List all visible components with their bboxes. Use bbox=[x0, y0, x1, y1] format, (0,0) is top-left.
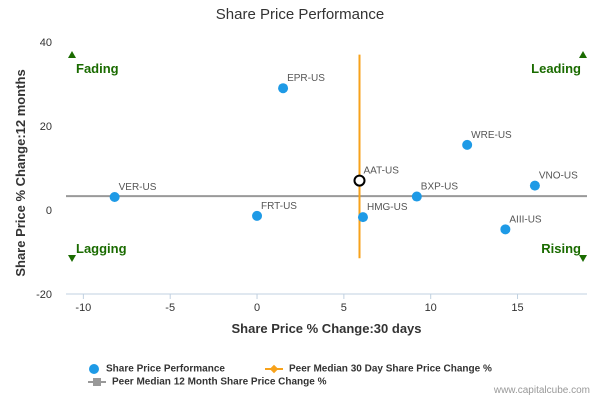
point-label: WRE-US bbox=[471, 130, 512, 141]
x-tick-label: 0 bbox=[254, 302, 260, 314]
quadrant-label-fading: Fading bbox=[76, 61, 119, 76]
point-label: FRT-US bbox=[261, 201, 297, 212]
x-axis-title: Share Price % Change:30 days bbox=[231, 321, 421, 336]
data-point bbox=[529, 180, 540, 191]
legend-label: Peer Median 12 Month Share Price Change … bbox=[112, 376, 327, 388]
y-tick-label: -20 bbox=[36, 289, 52, 301]
x-tick-label: 10 bbox=[425, 302, 437, 314]
legend-item-performance[interactable]: Share Price Performance bbox=[88, 363, 225, 375]
data-point bbox=[252, 210, 263, 221]
y-axis-title: Share Price % Change:12 months bbox=[13, 69, 28, 276]
quadrant-label-leading: Leading bbox=[531, 61, 581, 76]
y-tick-label: 40 bbox=[40, 37, 52, 49]
legend-gray-line-icon bbox=[88, 378, 106, 386]
data-point bbox=[278, 83, 289, 94]
quadrant-label-rising: Rising bbox=[541, 241, 581, 256]
data-point bbox=[109, 191, 120, 202]
legend-item-median-30[interactable]: Peer Median 30 Day Share Price Change % bbox=[265, 363, 492, 375]
x-tick-label: -10 bbox=[75, 302, 91, 314]
quadrant-label-lagging: Lagging bbox=[76, 241, 127, 256]
scatter-chart: -10 -5 0 5 10 15 -20 0 20 40 Share Price % Change:… bbox=[13, 37, 587, 336]
y-tick-label: 0 bbox=[46, 205, 52, 217]
x-tick-label: 5 bbox=[341, 302, 347, 314]
data-point bbox=[462, 139, 473, 150]
point-label: EPR-US bbox=[287, 73, 325, 84]
legend-label: Peer Median 30 Day Share Price Change % bbox=[289, 363, 492, 375]
point-label: AIII-US bbox=[509, 214, 542, 225]
data-point bbox=[411, 191, 422, 202]
x-tick-label: 15 bbox=[511, 302, 523, 314]
highlight-point bbox=[353, 174, 366, 187]
legend-item-median-12[interactable]: Peer Median 12 Month Share Price Change … bbox=[88, 376, 327, 388]
point-label: BXP-US bbox=[421, 182, 459, 193]
credit-link[interactable]: www.capitalcube.com bbox=[493, 385, 590, 396]
point-label: VNO-US bbox=[539, 171, 578, 182]
quadrant-arrow-icon bbox=[68, 255, 76, 262]
legend-dot-icon bbox=[89, 364, 99, 374]
chart-title: Share Price Performance bbox=[215, 6, 385, 23]
quadrant-arrow-icon bbox=[579, 255, 587, 262]
x-tick-label: -5 bbox=[165, 302, 175, 314]
point-label: AAT-US bbox=[363, 166, 399, 177]
data-point bbox=[357, 212, 368, 223]
quadrant-arrow-icon bbox=[68, 51, 76, 58]
legend-orange-line-icon bbox=[265, 364, 283, 374]
data-point bbox=[500, 224, 511, 235]
quadrant-arrow-icon bbox=[579, 51, 587, 58]
legend-label: Share Price Performance bbox=[106, 363, 225, 375]
point-label: VER-US bbox=[119, 182, 157, 193]
point-label: HMG-US bbox=[367, 202, 408, 213]
y-tick-label: 20 bbox=[40, 121, 52, 133]
